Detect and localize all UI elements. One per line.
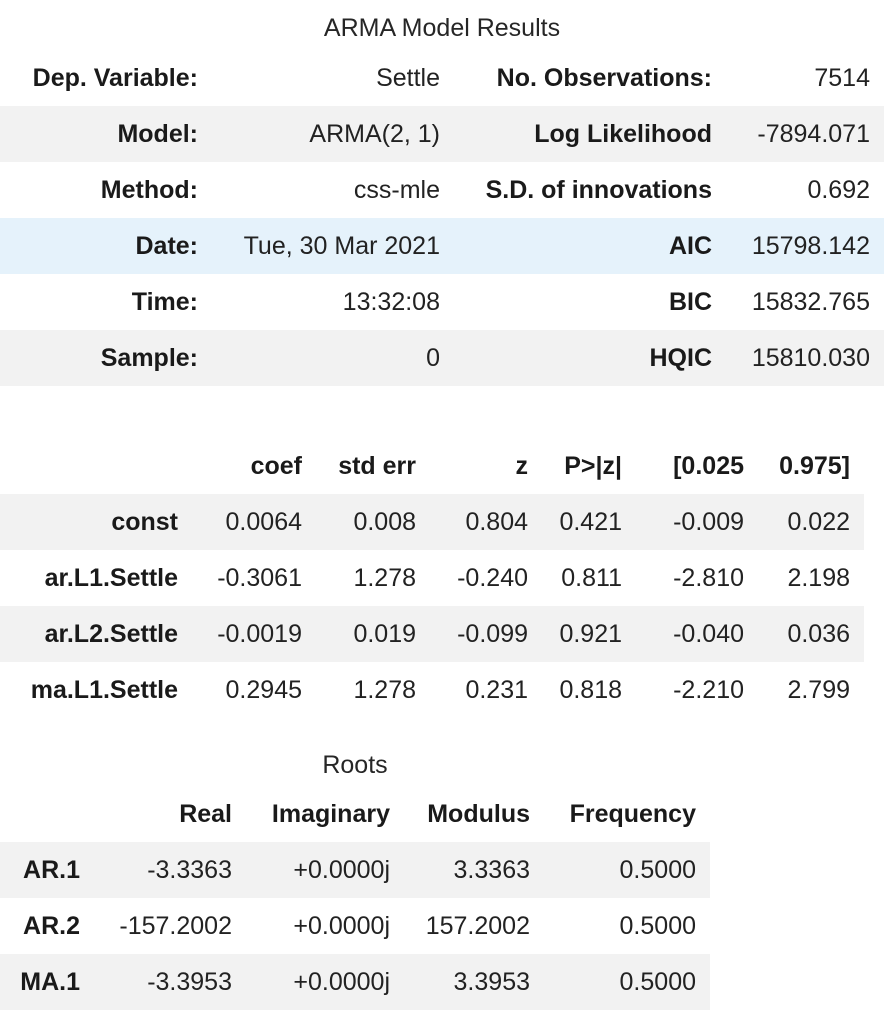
summary-value: 0.692: [807, 175, 870, 204]
table-row: AR.1 -3.3363 +0.0000j 3.3363 0.5000: [0, 842, 710, 898]
row-label: MA.1: [0, 954, 94, 1010]
row-label: ar.L2.Settle: [0, 606, 192, 662]
column-header: coef: [250, 451, 302, 480]
table-cell: 2.799: [787, 675, 850, 704]
summary-label: Method:: [100, 175, 198, 204]
table-cell: 0.811: [561, 563, 622, 592]
summary-label: No. Observations:: [496, 63, 712, 92]
row-label: AR.1: [0, 842, 94, 898]
summary-label: AIC: [454, 218, 726, 274]
table-cell: 3.3363: [404, 842, 544, 898]
column-header: Real: [179, 799, 232, 828]
table-row: ar.L1.Settle -0.3061 1.278 -0.240 0.811 …: [0, 550, 864, 606]
summary-value: 7514: [814, 63, 870, 92]
table-cell: 0.008: [316, 494, 430, 550]
column-header: z: [515, 451, 529, 480]
column-header: 0.975]: [779, 451, 850, 480]
summary-label: Sample:: [0, 330, 212, 386]
table-row: const 0.0064 0.008 0.804 0.421 -0.009 0.…: [0, 494, 864, 550]
summary-label: Log Likelihood: [454, 106, 726, 162]
table-cell: 0.022: [758, 494, 864, 550]
table-row: ar.L2.Settle -0.0019 0.019 -0.099 0.921 …: [0, 606, 864, 662]
summary-value: 15798.142: [726, 218, 884, 274]
table-cell: 2.198: [787, 563, 850, 592]
table-cell: -0.099: [430, 606, 542, 662]
table-cell: 0.019: [316, 606, 430, 662]
summary-value: 13:32:08: [342, 287, 440, 316]
summary-value: Settle: [376, 63, 440, 92]
table-cell: +0.0000j: [246, 842, 404, 898]
table-cell: 0.036: [758, 606, 864, 662]
table-cell: 1.278: [353, 563, 416, 592]
summary-label: S.D. of innovations: [485, 175, 712, 204]
summary-value: -7894.071: [726, 106, 884, 162]
summary-label: Time:: [131, 287, 198, 316]
table-cell: 0.5000: [544, 842, 710, 898]
summary-row: Dep. Variable: Settle No. Observations: …: [0, 50, 884, 106]
roots-header-row: Real Imaginary Modulus Frequency: [0, 786, 710, 842]
table-cell: -0.009: [636, 494, 758, 550]
summary-label: Dep. Variable:: [32, 63, 198, 92]
table-cell: 0.804: [430, 494, 542, 550]
summary-value: ARMA(2, 1): [212, 106, 454, 162]
table-cell: +0.0000j: [293, 911, 390, 940]
column-header: Imaginary: [271, 799, 390, 828]
summary-label: BIC: [668, 287, 712, 316]
table-cell: -157.2002: [119, 911, 232, 940]
row-label: ar.L1.Settle: [44, 563, 178, 592]
coef-corner: [0, 438, 192, 494]
summary-label: Model:: [0, 106, 212, 162]
column-header: Modulus: [427, 799, 530, 828]
table-row: AR.2 -157.2002 +0.0000j 157.2002 0.5000: [0, 898, 710, 954]
table-cell: 0.5000: [544, 954, 710, 1010]
column-header: Frequency: [569, 799, 696, 828]
row-label: ma.L1.Settle: [30, 675, 178, 704]
table-cell: 3.3953: [404, 954, 544, 1010]
table-cell: -2.810: [673, 563, 744, 592]
roots-corner: [0, 786, 94, 842]
row-label: AR.2: [23, 911, 80, 940]
table-cell: -3.3363: [94, 842, 246, 898]
row-label: const: [0, 494, 192, 550]
summary-row: Model: ARMA(2, 1) Log Likelihood -7894.0…: [0, 106, 884, 162]
table-cell: 0.0064: [192, 494, 316, 550]
summary-value: css-mle: [353, 175, 440, 204]
summary-row: Sample: 0 HQIC 15810.030: [0, 330, 884, 386]
summary-label: Date:: [0, 218, 212, 274]
roots-caption: Roots: [322, 751, 388, 779]
summary-row: Time: 13:32:08 BIC 15832.765: [0, 274, 884, 330]
table-cell: 0.231: [465, 675, 528, 704]
summary-row: Method: css-mle S.D. of innovations 0.69…: [0, 162, 884, 218]
table-cell: -0.3061: [217, 563, 302, 592]
summary-value: Tue, 30 Mar 2021: [212, 218, 454, 274]
roots-table: Real Imaginary Modulus Frequency AR.1 -3…: [0, 786, 710, 1010]
summary-row-highlighted: Date: Tue, 30 Mar 2021 AIC 15798.142: [0, 218, 884, 274]
table-row: MA.1 -3.3953 +0.0000j 3.3953 0.5000: [0, 954, 710, 1010]
table-cell: -0.0019: [192, 606, 316, 662]
table-cell: -3.3953: [94, 954, 246, 1010]
summary-value: 15810.030: [726, 330, 884, 386]
table-cell: 0.5000: [619, 911, 696, 940]
table-cell: 0.2945: [225, 675, 302, 704]
table-cell: 0.421: [542, 494, 636, 550]
coefficients-header-row: coef std err z P>|z| [0.025 0.975]: [0, 438, 864, 494]
table-cell: 0.921: [542, 606, 636, 662]
table-cell: +0.0000j: [246, 954, 404, 1010]
table-cell: 157.2002: [425, 911, 530, 940]
summary-label: HQIC: [454, 330, 726, 386]
summary-value: 15832.765: [751, 287, 870, 316]
table-cell: -0.040: [636, 606, 758, 662]
table-cell: 0.818: [559, 675, 622, 704]
column-header: std err: [338, 451, 416, 480]
summary-value: 0: [212, 330, 454, 386]
table-cell: 1.278: [353, 675, 416, 704]
column-header: P>|z|: [564, 451, 622, 480]
table-row: ma.L1.Settle 0.2945 1.278 0.231 0.818 -2…: [0, 662, 864, 718]
table-cell: -0.240: [457, 563, 528, 592]
column-header: [0.025: [673, 451, 744, 480]
table-cell: -2.210: [673, 675, 744, 704]
summary-caption: ARMA Model Results: [323, 14, 561, 42]
summary-table: Dep. Variable: Settle No. Observations: …: [0, 50, 884, 386]
coefficients-table: coef std err z P>|z| [0.025 0.975] const…: [0, 438, 864, 718]
